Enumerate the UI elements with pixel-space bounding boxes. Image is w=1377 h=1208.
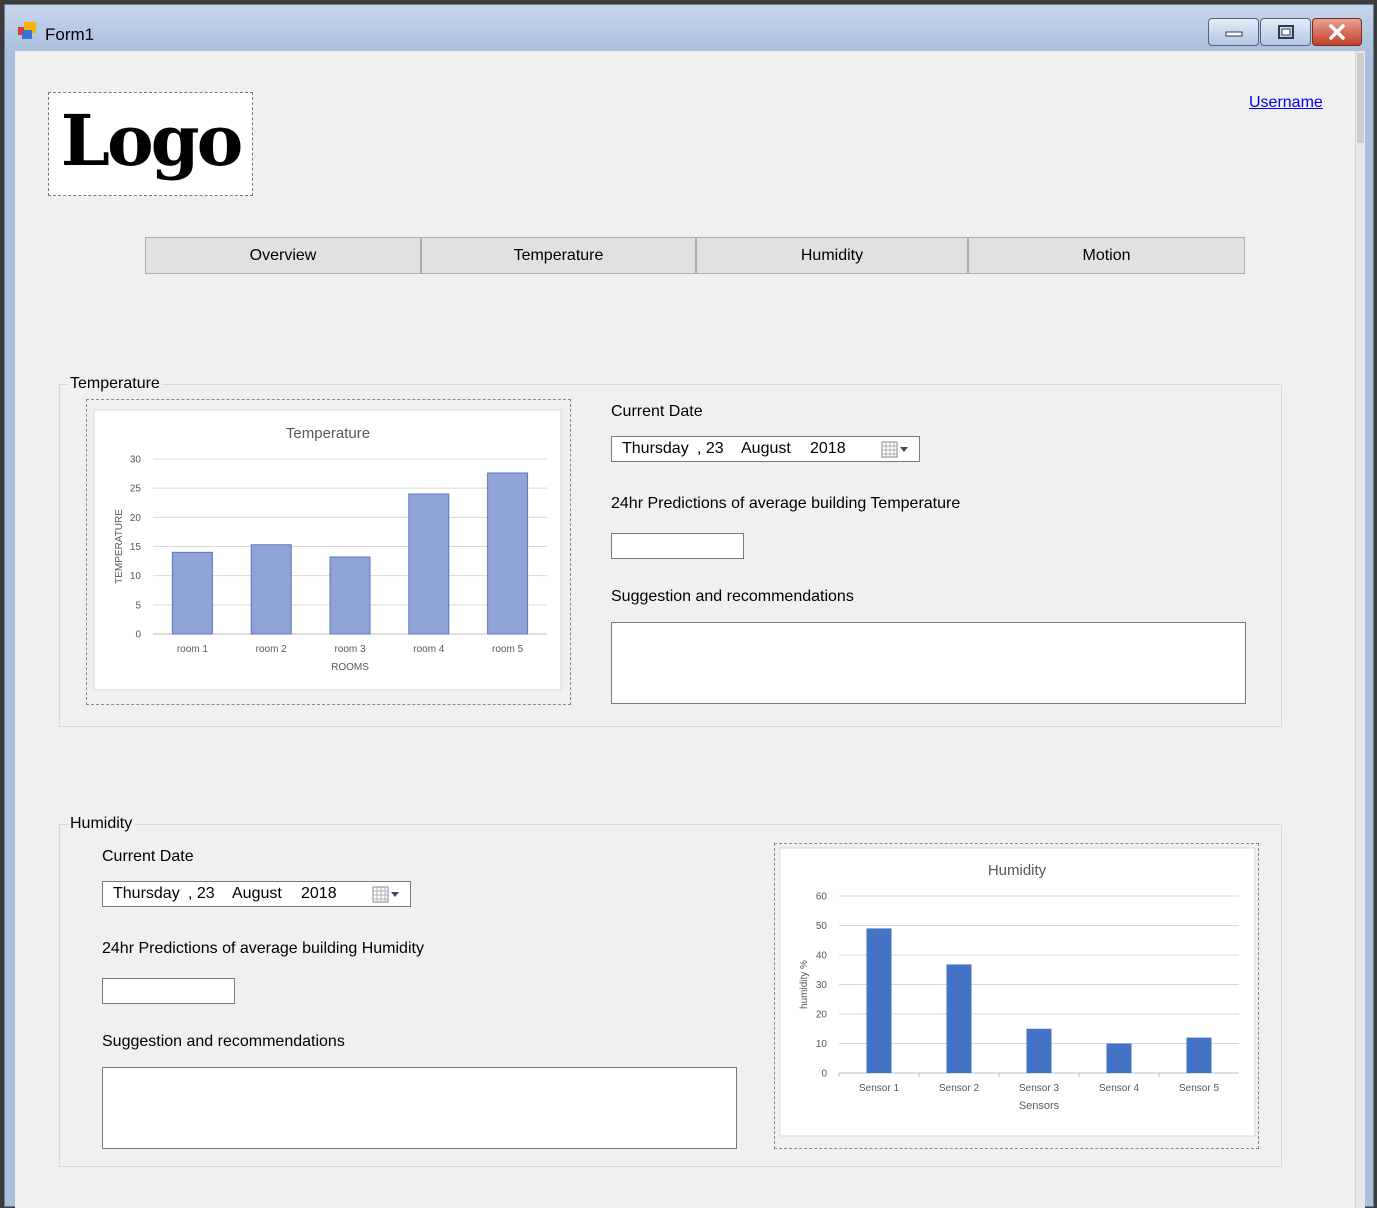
bar-1 [171, 551, 213, 635]
humidity-suggestion-label: Suggestion and recommendations [102, 1033, 345, 1050]
x-tick-label: Sensor 4 [1099, 1083, 1139, 1094]
scrollbar-thumb[interactable] [1357, 53, 1364, 143]
client-area: Logo Username Overview Temperature Humid… [15, 51, 1365, 1208]
date-month[interactable]: August [741, 440, 791, 457]
minimize-button[interactable] [1208, 18, 1259, 46]
humidity-suggestion-textarea[interactable] [102, 1067, 737, 1149]
date-year[interactable]: 2018 [301, 885, 337, 902]
temperature-current-date-label: Current Date [611, 403, 703, 420]
y-tick-label: 10 [130, 571, 142, 582]
maximize-button[interactable] [1260, 18, 1311, 46]
temperature-prediction-input[interactable] [611, 533, 744, 559]
y-tick-label: 10 [816, 1039, 828, 1050]
y-tick-label: 0 [135, 630, 141, 641]
x-tick-label: room 4 [413, 644, 445, 655]
humidity-prediction-label: 24hr Predictions of average building Hum… [102, 940, 424, 957]
tab-overview[interactable]: Overview [145, 237, 421, 274]
x-tick-label: room 2 [256, 644, 288, 655]
close-icon [1329, 24, 1345, 40]
y-tick-label: 40 [816, 951, 828, 962]
temperature-group: Temperature Temperature 0 5 10 15 20 25 30 room … [59, 375, 1282, 727]
calendar-dropdown-icon[interactable] [881, 441, 909, 458]
temperature-group-title: Temperature [68, 375, 162, 393]
window-title: Form1 [45, 25, 95, 44]
tab-temperature[interactable]: Temperature [421, 237, 696, 274]
x-tick-label: Sensor 5 [1179, 1083, 1219, 1094]
date-day[interactable]: , 23 [697, 440, 724, 457]
humidity-group-title: Humidity [68, 815, 135, 833]
chart-area [93, 409, 562, 691]
humidity-current-date-label: Current Date [102, 848, 194, 865]
date-month[interactable]: August [232, 885, 282, 902]
nav-tabs: Overview Temperature Humidity Motion [145, 237, 1246, 274]
y-tick-label: 5 [135, 600, 141, 611]
logo-picturebox: Logo [48, 92, 253, 196]
bar-4 [1106, 1043, 1132, 1073]
y-tick-label: 60 [816, 892, 828, 903]
bar-1 [866, 928, 892, 1073]
x-tick-label: room 3 [334, 644, 366, 655]
y-tick-label: 50 [816, 921, 828, 932]
x-axis-label: ROOMS [331, 662, 369, 673]
humidity-chart-svg: Humidity 0 10 20 30 40 50 60 Sensor 1 Sensor 2 Sen… [779, 847, 1256, 1137]
calendar-dropdown-icon[interactable] [372, 886, 400, 903]
temperature-chart-svg: Temperature 0 5 10 15 20 25 30 room 1 room 2 room … [93, 409, 562, 691]
tab-humidity[interactable]: Humidity [696, 237, 968, 274]
x-axis-label: Sensors [1019, 1100, 1060, 1112]
humidity-group: Humidity Current Date Thursday , 23 Augu… [59, 815, 1282, 1167]
restore-icon [1277, 25, 1294, 39]
y-axis-label: humidity % [799, 960, 810, 1009]
bar-5 [487, 472, 529, 635]
temperature-chart: Temperature 0 5 10 15 20 25 30 room 1 room 2 room … [86, 399, 571, 705]
temperature-suggestion-label: Suggestion and recommendations [611, 588, 854, 605]
y-tick-label: 25 [130, 484, 142, 495]
tab-motion[interactable]: Motion [968, 237, 1245, 274]
x-tick-label: Sensor 1 [859, 1083, 899, 1094]
date-weekday[interactable]: Thursday [113, 885, 180, 902]
username-link[interactable]: Username [1249, 94, 1323, 111]
temperature-suggestion-textarea[interactable] [611, 622, 1246, 704]
bar-2 [946, 964, 972, 1073]
y-tick-label: 0 [821, 1069, 827, 1080]
x-tick-label: Sensor 3 [1019, 1083, 1059, 1094]
vertical-scrollbar[interactable] [1355, 51, 1365, 1208]
y-tick-label: 20 [816, 1010, 828, 1021]
y-tick-label: 20 [130, 513, 142, 524]
x-tick-label: room 1 [177, 644, 209, 655]
bar-3 [329, 556, 371, 635]
bar-5 [1186, 1037, 1212, 1073]
bar-2 [250, 544, 292, 635]
humidity-date-picker[interactable]: Thursday , 23 August 2018 [102, 881, 411, 907]
chart-title: Humidity [988, 862, 1047, 879]
date-year[interactable]: 2018 [810, 440, 846, 457]
x-tick-label: room 5 [492, 644, 524, 655]
temperature-prediction-label: 24hr Predictions of average building Tem… [611, 495, 961, 512]
close-button[interactable] [1312, 18, 1362, 46]
date-weekday[interactable]: Thursday [622, 440, 689, 457]
y-tick-label: 15 [130, 542, 142, 553]
y-tick-label: 30 [816, 980, 828, 991]
minimize-icon [1225, 31, 1242, 37]
bar-3 [1026, 1028, 1052, 1073]
y-tick-label: 30 [130, 455, 142, 466]
temperature-date-picker[interactable]: Thursday , 23 August 2018 [611, 436, 920, 462]
title-bar[interactable]: Form1 [5, 5, 1373, 51]
humidity-chart: Humidity 0 10 20 30 40 50 60 Sensor 1 Sensor 2 Sen… [774, 843, 1259, 1149]
x-tick-label: Sensor 2 [939, 1083, 979, 1094]
app-icon [18, 22, 36, 39]
humidity-prediction-input[interactable] [102, 978, 235, 1004]
bar-4 [408, 493, 450, 635]
y-axis-label: TEMPERATURE [114, 509, 125, 584]
logo: Logo [60, 99, 244, 182]
date-day[interactable]: , 23 [188, 885, 215, 902]
form1-window: Form1 Logo Username Overview [4, 4, 1374, 1208]
chart-title: Temperature [286, 425, 370, 442]
